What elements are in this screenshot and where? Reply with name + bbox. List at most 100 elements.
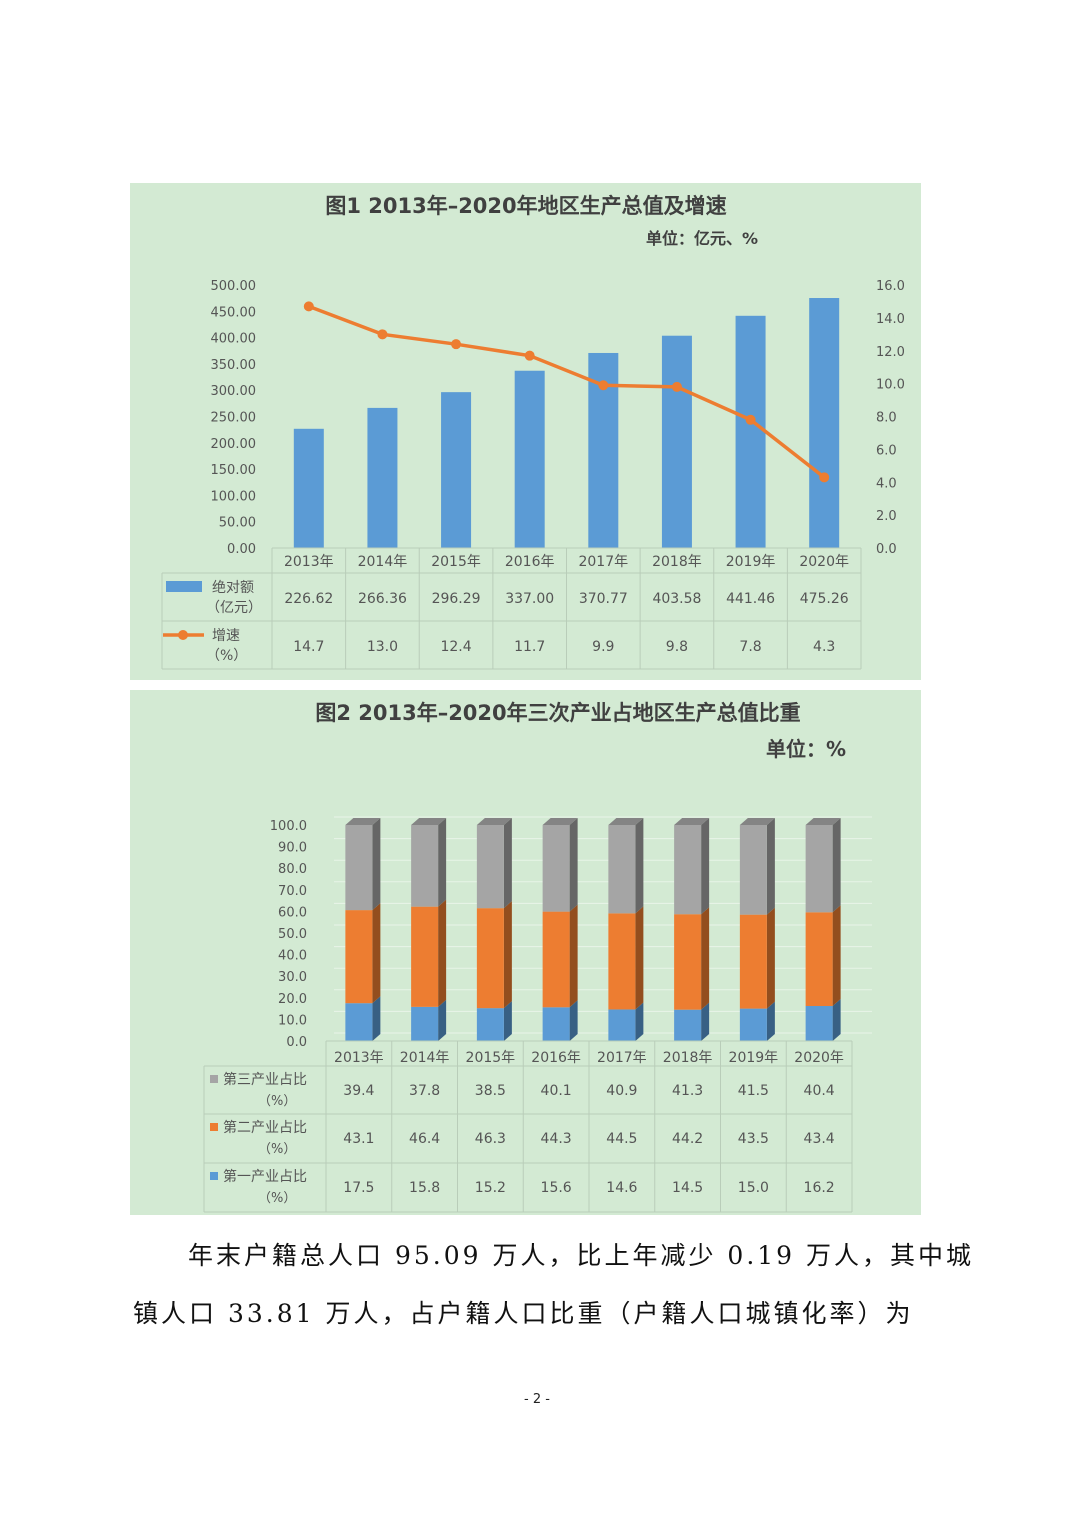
data-label: 14.5: [672, 1180, 703, 1196]
y-left-tick-label: 300.00: [211, 384, 257, 399]
bar-side: [701, 1002, 710, 1041]
legend-label: 第三产业占比: [223, 1071, 307, 1088]
data-label: 40.1: [541, 1083, 572, 1099]
bar-segment: [674, 914, 702, 1010]
data-label: 43.4: [804, 1131, 835, 1147]
bar-side: [438, 999, 447, 1041]
data-label: 38.5: [475, 1083, 506, 1099]
paragraph-line-1: 年末户籍总人口 95.09 万人，比上年减少 0.19 万人，其中城: [188, 1241, 975, 1270]
y-right-tick-label: 14.0: [876, 312, 905, 327]
bar-segment: [542, 911, 570, 1008]
y-left-tick-label: 450.00: [211, 305, 257, 320]
y-left-tick-label: 0.00: [227, 542, 256, 557]
data-label: 403.58: [652, 591, 701, 607]
series-line-增速: [308, 304, 826, 479]
bar-side: [832, 999, 841, 1041]
bar-segment: [739, 1008, 767, 1041]
bar-segment: [476, 1008, 504, 1041]
y-tick-label: 40.0: [278, 949, 307, 964]
data-label: 41.3: [672, 1083, 703, 1099]
bar-segment: [542, 1007, 570, 1041]
chart1-panel: 图1 2013年–2020年地区生产总值及增速 单位：亿元、% 0.00 50.00 1…: [130, 183, 921, 680]
x-tick-label: 2017年: [578, 554, 628, 570]
line-point: [598, 380, 609, 391]
y-left-tick-label: 50.00: [219, 516, 256, 531]
bar-side: [372, 818, 381, 911]
bar-side: [372, 903, 381, 1004]
bar-top: [608, 818, 644, 825]
bar-top: [805, 818, 841, 825]
bar-segment: [674, 1009, 702, 1041]
data-label: 11.7: [514, 639, 545, 655]
y-left-tick-label: 400.00: [211, 332, 257, 347]
x-tick-label: 2020年: [799, 554, 849, 570]
x-tick-label: 2018年: [652, 554, 702, 570]
bar-side: [766, 818, 775, 915]
bar-side: [766, 907, 775, 1009]
data-label: 43.1: [343, 1131, 374, 1147]
y-right-tick-label: 0.0: [876, 542, 897, 557]
bar-segment: [345, 910, 373, 1004]
x-tick-label: 2016年: [531, 1050, 581, 1066]
bar-segment: [345, 1003, 373, 1041]
data-label: 15.6: [541, 1180, 572, 1196]
y-left-tick-label: 350.00: [211, 358, 257, 373]
bar: [441, 392, 472, 548]
bar-side: [635, 818, 644, 914]
data-label: 44.3: [541, 1131, 572, 1147]
legend-label: 增速: [212, 628, 240, 644]
chart1-subtitle: 单位：亿元、%: [646, 229, 758, 248]
chart2-subtitle: 单位：%: [766, 737, 846, 761]
bar-side: [701, 907, 710, 1010]
bar-side: [438, 899, 447, 1007]
bar: [293, 428, 324, 548]
bar-segment: [608, 913, 636, 1010]
legend-swatch-point: [178, 630, 188, 640]
y-left-tick-label: 200.00: [211, 437, 257, 452]
data-label: 15.8: [409, 1180, 440, 1196]
data-label: 9.9: [592, 639, 614, 655]
bar-segment: [608, 825, 636, 914]
bar-top: [542, 818, 578, 825]
bar-top: [476, 818, 512, 825]
legend-label: 第二产业占比: [223, 1119, 307, 1136]
data-label: 16.2: [804, 1180, 835, 1196]
legend-label: 第一产业占比: [223, 1168, 307, 1185]
y-tick-label: 90.0: [278, 841, 307, 856]
y-right-tick-label: 12.0: [876, 345, 905, 360]
y-tick-label: 80.0: [278, 862, 307, 877]
legend-swatch: [210, 1123, 218, 1131]
bar-segment: [476, 908, 504, 1009]
y-tick-label: 20.0: [278, 992, 307, 1007]
bar-segment: [805, 1006, 833, 1041]
data-label: 475.26: [800, 591, 849, 607]
data-label: 14.7: [293, 639, 324, 655]
bar-side: [503, 901, 512, 1009]
x-tick-label: 2015年: [466, 1050, 516, 1066]
data-label: 44.2: [672, 1131, 703, 1147]
y-right-tick-label: 4.0: [876, 476, 897, 491]
bar: [809, 298, 840, 548]
x-tick-label: 2013年: [284, 554, 334, 570]
bar-side: [635, 906, 644, 1010]
legend-swatch: [210, 1172, 218, 1180]
data-label: 7.8: [739, 639, 761, 655]
bar: [735, 315, 766, 548]
legend-swatch: [210, 1075, 218, 1083]
y-tick-label: 100.0: [270, 819, 307, 834]
x-tick-label: 2013年: [334, 1050, 384, 1066]
bar-side: [832, 818, 841, 913]
line-point: [303, 301, 314, 312]
legend-unit: （%）: [258, 1191, 296, 1206]
bar-segment: [608, 1009, 636, 1041]
chart2-panel: 图2 2013年–2020年三次产业占地区生产总值比重 单位：% 0.0 10.0 20…: [130, 690, 921, 1215]
data-label: 441.46: [726, 591, 775, 607]
y-right-tick-label: 8.0: [876, 411, 897, 426]
bar-segment: [345, 825, 373, 911]
data-label: 46.3: [475, 1131, 506, 1147]
x-tick-label: 2020年: [794, 1050, 844, 1066]
line-point: [377, 329, 388, 340]
bar-side: [503, 818, 512, 909]
